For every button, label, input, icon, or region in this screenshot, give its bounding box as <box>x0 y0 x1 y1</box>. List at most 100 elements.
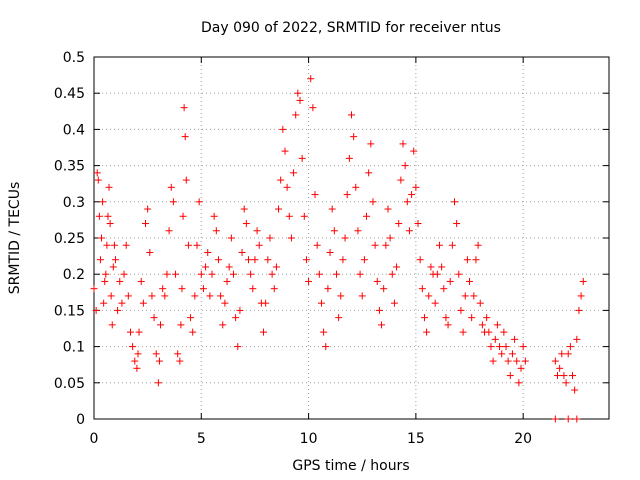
data-point <box>135 328 143 336</box>
data-point <box>167 183 175 191</box>
data-point <box>354 227 362 235</box>
y-tick-label: 0.05 <box>54 376 85 392</box>
data-point <box>551 415 559 423</box>
data-point <box>502 343 510 351</box>
data-point <box>375 306 383 314</box>
y-tick-label: 0 <box>76 412 85 428</box>
data-point <box>281 147 289 155</box>
data-point <box>262 299 270 307</box>
data-point <box>92 306 100 314</box>
data-point <box>446 277 454 285</box>
data-point <box>414 220 422 228</box>
data-point <box>564 350 572 358</box>
data-point <box>513 357 521 365</box>
data-point <box>498 350 506 358</box>
data-point <box>337 292 345 300</box>
data-point <box>234 343 242 351</box>
data-point <box>152 350 160 358</box>
data-point <box>126 328 134 336</box>
data-point <box>365 169 373 177</box>
y-tick-label: 0.15 <box>54 303 85 319</box>
data-point <box>300 212 308 220</box>
data-point <box>521 357 529 365</box>
data-point <box>369 198 377 206</box>
data-point <box>174 350 182 358</box>
data-point <box>94 176 102 184</box>
data-point <box>249 285 257 293</box>
data-point <box>324 285 332 293</box>
data-point <box>390 299 398 307</box>
data-point <box>229 270 237 278</box>
data-point <box>487 343 495 351</box>
data-point <box>108 321 116 329</box>
data-point <box>172 270 180 278</box>
data-point <box>283 183 291 191</box>
data-point <box>307 75 315 83</box>
data-point <box>320 328 328 336</box>
data-point <box>405 227 413 235</box>
data-point <box>472 256 480 264</box>
data-point <box>420 314 428 322</box>
data-point <box>504 357 512 365</box>
data-point <box>491 335 499 343</box>
data-point <box>225 263 233 271</box>
data-point <box>260 328 268 336</box>
data-point <box>285 212 293 220</box>
data-point <box>199 285 207 293</box>
data-point <box>463 256 471 264</box>
data-point <box>163 270 171 278</box>
data-point <box>423 328 431 336</box>
data-point <box>302 256 310 264</box>
data-point <box>438 263 446 271</box>
y-tick-label: 0.1 <box>63 340 85 356</box>
data-point <box>187 314 195 322</box>
data-point <box>451 198 458 206</box>
data-point <box>180 104 188 112</box>
data-point <box>253 227 261 235</box>
data-point <box>223 277 231 285</box>
data-point <box>154 379 162 387</box>
data-point <box>350 133 358 141</box>
data-point <box>101 277 109 285</box>
data-point <box>328 205 336 213</box>
data-point <box>519 343 527 351</box>
data-point <box>296 96 304 104</box>
data-point <box>468 314 476 322</box>
data-point <box>399 140 407 148</box>
data-point <box>453 220 461 228</box>
data-point <box>579 277 587 285</box>
x-tick-label: 10 <box>300 431 318 447</box>
data-point <box>99 198 107 206</box>
data-point <box>380 285 388 293</box>
data-point <box>107 292 115 300</box>
data-point <box>124 292 132 300</box>
data-point <box>356 270 364 278</box>
data-point <box>287 234 295 242</box>
data-point <box>217 292 225 300</box>
data-point <box>431 299 439 307</box>
x-tick-label: 0 <box>90 431 99 447</box>
data-point <box>403 198 411 206</box>
data-point <box>290 169 298 177</box>
data-point <box>416 256 424 264</box>
data-point <box>195 198 203 206</box>
data-point <box>204 248 212 256</box>
data-point <box>268 270 276 278</box>
data-point <box>556 364 564 372</box>
data-point <box>161 292 169 300</box>
data-point <box>247 270 255 278</box>
data-point <box>395 220 403 228</box>
data-point <box>159 285 167 293</box>
data-point <box>102 270 110 278</box>
data-point <box>150 314 158 322</box>
data-point <box>95 212 103 220</box>
data-point <box>554 372 561 380</box>
data-point <box>179 212 187 220</box>
data-point <box>474 241 482 249</box>
data-point <box>345 154 353 162</box>
data-point <box>470 292 478 300</box>
data-point <box>461 292 469 300</box>
data-point <box>418 285 426 293</box>
data-point <box>511 335 519 343</box>
